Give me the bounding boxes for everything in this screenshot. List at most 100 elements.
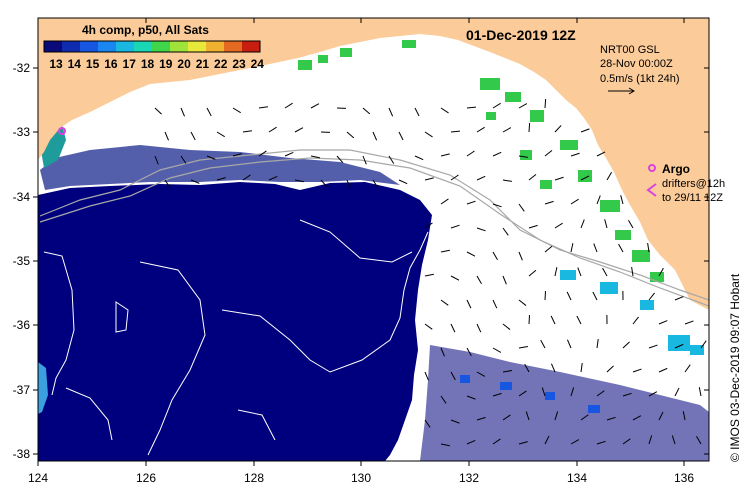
current-vector [492,392,502,397]
colorbar-swatch [170,41,189,52]
x-tick-label: 124 [28,471,48,485]
current-vector [424,222,433,229]
colorbar-swatch [80,41,99,52]
current-vector [658,320,668,325]
current-vector [294,127,304,133]
current-vector [476,275,482,285]
current-vector [232,153,242,157]
current-vector [554,176,564,181]
current-vector [570,243,574,253]
current-vector [424,131,433,138]
current-vector [154,107,162,115]
current-vector [570,439,580,445]
current-vector [544,435,550,445]
current-vector [622,438,631,445]
colorbar-tick-label: 17 [123,57,137,71]
current-vector [518,251,523,261]
current-vector [346,179,351,189]
current-vector [492,347,502,353]
current-vector [440,153,450,157]
current-vector [647,243,650,253]
current-vector [674,387,680,397]
warm-left-edge [38,362,48,414]
colorbar-tick-label: 23 [232,57,246,71]
current-vector [310,155,320,159]
current-vector [682,411,686,421]
current-vector [518,155,528,158]
current-vector [190,131,196,141]
current-vector [606,416,616,421]
current-vector [632,316,639,325]
current-vector [190,179,200,184]
current-vector [554,125,562,133]
current-vector [671,435,676,445]
current-vector [554,267,558,277]
current-vector [268,176,278,181]
current-vector [554,222,563,229]
colorbar-swatch [98,41,117,52]
current-vector [466,347,472,357]
current-vector [232,107,241,114]
current-vector [492,102,501,109]
current-vector [206,155,216,160]
colorbar-tick-label: 14 [68,57,82,71]
current-vector [544,98,547,109]
current-vector [424,419,431,428]
current-vector [684,364,691,373]
current-vector [450,130,461,133]
argo-note-2: to 29/11 12Z [662,192,723,204]
warm-coastal-patch [40,124,66,168]
current-vector [580,363,583,373]
current-vector [492,151,502,157]
current-vector [164,131,169,141]
x-axis-longitude: 124 126 128 130 132 134 136 [28,18,694,485]
colorbar-swatch [188,41,207,52]
current-vector [518,103,528,109]
current-vector [242,174,251,181]
current-vector [628,219,634,229]
current-vector [696,435,702,445]
current-vector [310,103,320,109]
current-vector [502,323,511,330]
colorbar-swatch [224,41,243,52]
current-vector [424,273,434,277]
colorbar-swatches [44,41,261,52]
current-vector [518,203,525,212]
current-vector [566,291,572,301]
current-vector [466,251,476,257]
current-vector [658,367,668,373]
colorbar-tick-label: 15 [86,57,100,71]
current-vector [592,291,598,301]
current-vector [414,107,420,117]
current-vector [698,387,702,397]
cold-water-upper [40,145,400,190]
current-vector [476,371,486,377]
current-vector [440,198,449,205]
colorbar-swatch [206,41,225,52]
current-vector [450,174,459,181]
legend-scale-arrow [608,87,635,95]
sst-isotherms [43,219,429,456]
x-tick-label: 130 [351,471,371,485]
current-vector [618,243,624,253]
current-vector [388,155,395,164]
current-vector [268,126,277,133]
current-vector [648,344,658,349]
current-vector [596,151,606,157]
current-vector [528,173,537,181]
current-vector [570,152,580,157]
current-vector [570,387,575,397]
current-vector [492,251,498,261]
current-vector [372,179,379,188]
current-vector [284,102,293,109]
current-vector [554,411,559,421]
current-vector [466,106,477,109]
cold-water-region [38,182,432,461]
current-vector [388,107,394,117]
current-vector [258,150,267,157]
current-vector [398,131,404,141]
credit-text: © IMOS 03-Dec-2019 09:07 Hobart [728,273,742,462]
current-vector [216,131,225,138]
current-vector [440,299,449,306]
